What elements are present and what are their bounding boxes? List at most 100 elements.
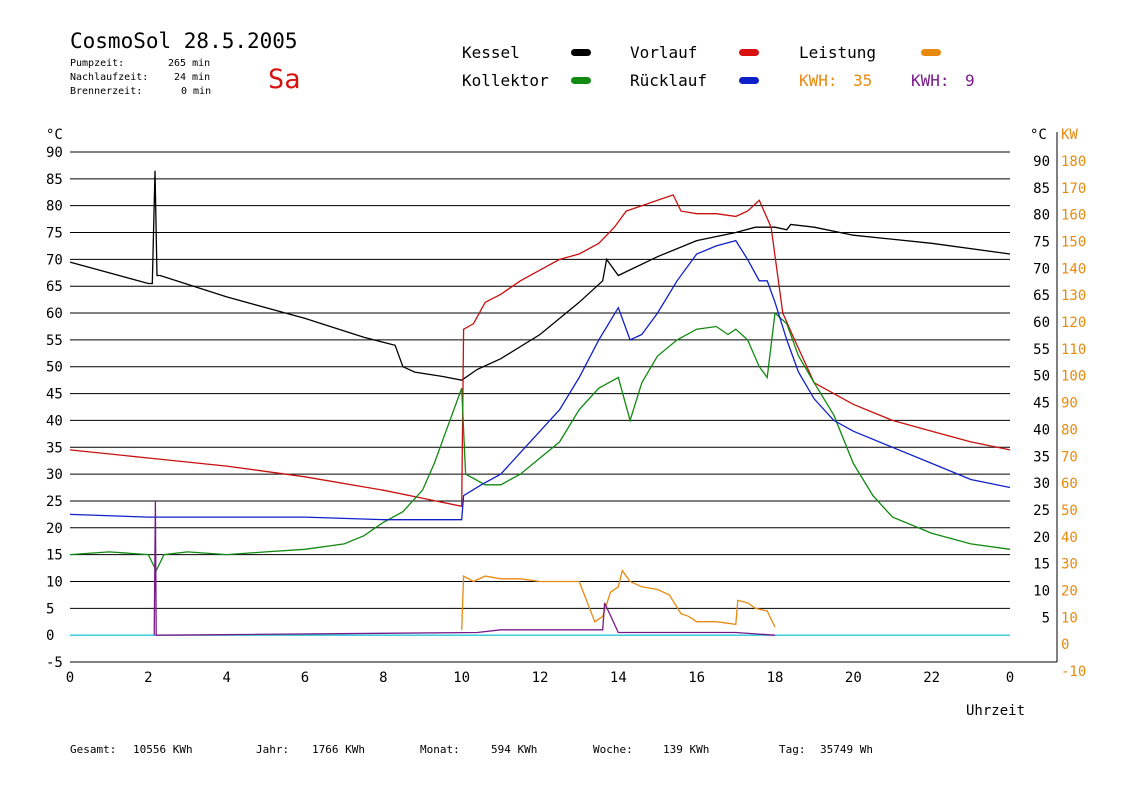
legend-swatch-kessel — [571, 49, 591, 56]
y-tick-right-kw-label: -10 — [1061, 664, 1086, 680]
y-tick-right-c-label: 45 — [1033, 396, 1050, 412]
y-tick-left-label: 30 — [46, 467, 63, 483]
kwh2-value: 9 — [965, 71, 975, 90]
y-tick-right-kw-label: 130 — [1061, 288, 1086, 304]
x-tick-label: 18 — [767, 670, 784, 686]
y-tick-right-c-label: 65 — [1033, 288, 1050, 304]
y-axis-right-unit-c: °C — [1030, 127, 1047, 143]
y-tick-right-kw-label: 50 — [1061, 503, 1078, 519]
legend-label-kessel: Kessel — [462, 43, 520, 62]
footer-monat-label: Monat: — [420, 743, 460, 756]
y-tick-left-label: -5 — [46, 655, 63, 671]
x-tick-label: 8 — [379, 670, 387, 686]
y-tick-right-kw-label: 180 — [1061, 154, 1086, 170]
y-tick-left-label: 85 — [46, 172, 63, 188]
legend-swatch-ruecklauf — [739, 77, 759, 84]
weekday-label: Sa — [268, 64, 301, 95]
legend-label-vorlauf: Vorlauf — [630, 43, 698, 62]
y-tick-right-c-label: 70 — [1033, 261, 1050, 277]
footer-tag-label: Tag: — [779, 743, 806, 756]
y-tick-left-label: 50 — [46, 360, 63, 376]
brennerzeit-value: 0 min — [181, 86, 212, 97]
nachlaufzeit-value: 24 min — [174, 72, 211, 83]
y-tick-right-c-label: 80 — [1033, 208, 1050, 224]
y-tick-right-c-label: 30 — [1033, 476, 1050, 492]
x-tick-label: 0 — [66, 670, 74, 686]
y-tick-left-label: 80 — [46, 199, 63, 215]
legend-label-leistung: Leistung — [799, 43, 877, 62]
x-tick-label: 6 — [301, 670, 309, 686]
nachlaufzeit-label: Nachlaufzeit: — [70, 72, 149, 83]
y-tick-left-label: 35 — [46, 440, 63, 456]
x-tick-label: 10 — [453, 670, 470, 686]
y-tick-right-c-label: 55 — [1033, 342, 1050, 358]
y-tick-right-c-label: 75 — [1033, 235, 1050, 251]
y-tick-right-kw-label: 60 — [1061, 476, 1078, 492]
y-tick-right-kw-label: 100 — [1061, 369, 1086, 385]
series-line-vorlauf — [69, 194, 1011, 508]
y-tick-right-kw-label: 20 — [1061, 583, 1078, 599]
y-tick-left-label: 25 — [46, 494, 63, 510]
y-tick-right-kw-label: 140 — [1061, 261, 1086, 277]
y-tick-right-kw-label: 110 — [1061, 342, 1086, 358]
footer-woche-label: Woche: — [593, 743, 633, 756]
y-axis-right-unit-kw: KW — [1061, 127, 1078, 143]
kwh1-value: 35 — [853, 71, 873, 90]
y-tick-left-label: 0 — [46, 628, 54, 644]
y-tick-left-label: 90 — [46, 145, 63, 161]
y-tick-right-kw-label: 90 — [1061, 396, 1078, 412]
x-tick-label: 4 — [222, 670, 230, 686]
x-tick-label: 0 — [1006, 670, 1014, 686]
y-tick-left-label: 65 — [46, 279, 63, 295]
pumpzeit-label: Pumpzeit: — [70, 58, 125, 69]
y-tick-right-kw-label: 80 — [1061, 422, 1078, 438]
y-tick-right-kw-label: 0 — [1061, 637, 1069, 653]
footer-gesamt-value: 10556 KWh — [133, 743, 193, 756]
x-tick-label: 20 — [845, 670, 862, 686]
series-line-kollektor — [69, 311, 1011, 573]
y-tick-left-label: 55 — [46, 333, 63, 349]
kwh1-label: KWH: — [799, 71, 838, 90]
y-tick-right-kw-label: 10 — [1061, 610, 1078, 626]
y-tick-right-kw-label: 160 — [1061, 208, 1086, 224]
y-axis-left-unit: °C — [46, 127, 63, 143]
series-line-leistung — [461, 569, 776, 630]
y-tick-left-label: 15 — [46, 548, 63, 564]
legend-label-ruecklauf: Rücklauf — [630, 71, 708, 90]
y-tick-left-label: 70 — [46, 252, 63, 268]
y-tick-right-c-label: 35 — [1033, 449, 1050, 465]
pumpzeit-value: 265 min — [168, 58, 211, 69]
footer-jahr-label: Jahr: — [256, 743, 290, 756]
y-tick-right-c-label: 85 — [1033, 181, 1050, 197]
y-tick-right-c-label: 5 — [1042, 610, 1050, 626]
kwh2-label: KWH: — [911, 71, 950, 90]
y-tick-right-kw-label: 120 — [1061, 315, 1086, 331]
y-tick-right-c-label: 90 — [1033, 154, 1050, 170]
y-tick-right-c-label: 15 — [1033, 557, 1050, 573]
chart-title: CosmoSol 28.5.2005 — [70, 29, 298, 53]
footer-woche-value: 139 KWh — [663, 743, 710, 756]
y-tick-left-label: 20 — [46, 521, 63, 537]
footer-gesamt-label: Gesamt: — [70, 743, 117, 756]
y-tick-right-c-label: 20 — [1033, 530, 1050, 546]
legend-label-kollektor: Kollektor — [462, 71, 549, 90]
y-tick-right-kw-label: 30 — [1061, 557, 1078, 573]
series-line-r-cklauf — [69, 239, 1011, 521]
y-tick-right-kw-label: 170 — [1061, 181, 1086, 197]
y-tick-right-c-label: 60 — [1033, 315, 1050, 331]
footer-jahr-value: 1766 KWh — [312, 743, 365, 756]
y-tick-left-label: 10 — [46, 574, 63, 590]
y-tick-right-c-label: 25 — [1033, 503, 1050, 519]
legend-swatch-kollektor — [571, 77, 591, 84]
y-tick-left-label: 40 — [46, 413, 63, 429]
series-line-kwh-9 — [153, 500, 776, 636]
y-tick-right-kw-label: 150 — [1061, 235, 1086, 251]
y-tick-left-label: 60 — [46, 306, 63, 322]
x-tick-label: 22 — [923, 670, 940, 686]
x-tick-label: 16 — [688, 670, 705, 686]
y-tick-left-label: 5 — [46, 601, 54, 617]
x-axis-label: Uhrzeit — [966, 703, 1025, 719]
x-tick-label: 14 — [610, 670, 627, 686]
footer-tag-value: 35749 Wh — [820, 743, 873, 756]
